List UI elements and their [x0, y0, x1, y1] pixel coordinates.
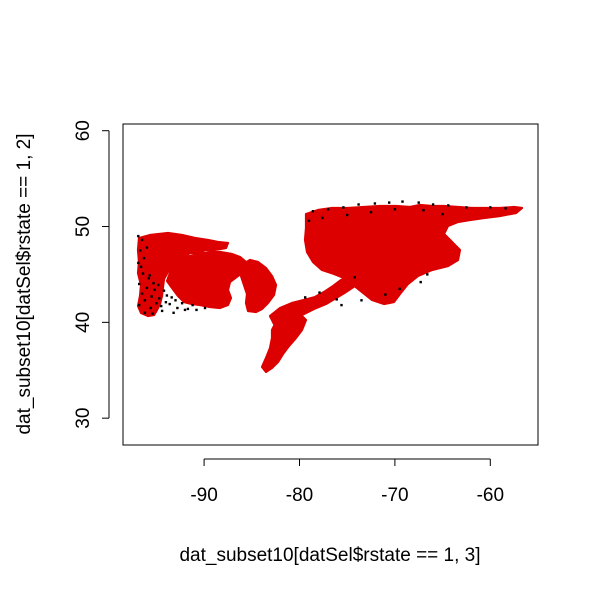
data-point-black — [180, 302, 184, 305]
data-point-black — [150, 295, 153, 298]
data-point-black — [145, 246, 149, 249]
data-point-black — [393, 208, 397, 211]
data-point-black — [145, 286, 149, 290]
data-point-black — [137, 261, 140, 265]
data-point-black — [153, 288, 156, 291]
data-point-black — [346, 213, 349, 217]
plot-frame — [122, 123, 539, 446]
data-point-black — [170, 296, 173, 299]
y-tick-label: 40 — [73, 312, 94, 333]
data-point-black — [195, 308, 198, 312]
x-tick-label: -60 — [477, 485, 504, 506]
data-point-black — [164, 301, 168, 304]
black-point-series — [137, 200, 507, 315]
data-point-black — [489, 206, 492, 209]
data-point-black — [318, 291, 321, 294]
data-point-black — [139, 265, 143, 268]
data-point-black — [357, 203, 360, 206]
data-point-black — [141, 272, 145, 275]
data-point-black — [158, 297, 161, 300]
data-point-black — [142, 256, 146, 260]
data-point-black — [311, 210, 315, 213]
data-point-black — [140, 292, 144, 295]
x-axis: -90 -80 -70 -60 — [190, 458, 504, 506]
data-point-black — [321, 216, 324, 220]
data-point-black — [149, 306, 152, 310]
data-point-black — [203, 306, 207, 310]
x-tick-label: -80 — [286, 485, 313, 506]
data-point-black — [143, 299, 147, 302]
red-region-west-lower — [165, 250, 248, 310]
x-tick-label: -90 — [190, 485, 217, 506]
data-point-black — [373, 202, 377, 205]
data-points-layer — [136, 200, 524, 374]
data-point-black — [151, 312, 154, 315]
data-point-black — [186, 307, 190, 311]
data-point-black — [139, 249, 142, 252]
y-axis: 30 40 50 60 — [73, 120, 110, 429]
data-point-black — [398, 287, 401, 290]
data-point-black — [191, 303, 194, 307]
y-tick-label: 50 — [73, 216, 94, 237]
data-point-black — [147, 277, 150, 280]
data-point-black — [148, 274, 151, 277]
data-point-black — [304, 296, 307, 299]
data-point-black — [342, 206, 345, 209]
red-region-northeast-mass — [303, 203, 524, 306]
data-point-black — [174, 299, 177, 302]
x-axis-title: dat_subset10[datSel$rstate == 1, 3] — [179, 545, 480, 566]
data-point-black — [431, 203, 435, 206]
red-region-west-upper — [136, 231, 230, 318]
data-point-black — [152, 281, 155, 285]
data-point-black — [447, 204, 450, 207]
data-point-black — [138, 303, 141, 307]
y-axis-title: dat_subset10[datSel$rstate == 1, 2] — [14, 133, 35, 434]
data-point-black — [360, 299, 363, 302]
data-point-black — [162, 289, 166, 292]
red-region-southern-tail — [260, 312, 308, 374]
data-point-black — [419, 280, 422, 284]
x-tick-label: -70 — [381, 485, 408, 506]
data-point-black — [155, 302, 158, 305]
data-point-black — [160, 309, 164, 313]
red-point-cloud — [136, 203, 524, 374]
data-point-black — [504, 207, 507, 210]
data-point-black — [143, 311, 147, 314]
y-tick-label: 30 — [73, 408, 94, 429]
data-point-black — [138, 282, 141, 286]
data-point-black — [441, 212, 444, 216]
data-point-black — [183, 308, 187, 312]
data-point-black — [465, 206, 468, 209]
y-tick-label: 60 — [73, 120, 94, 141]
data-point-black — [426, 273, 429, 276]
red-region-central-band — [268, 274, 360, 326]
data-point-black — [353, 276, 356, 279]
data-point-black — [137, 234, 140, 238]
red-region-east-lobe — [417, 232, 460, 264]
data-point-black — [168, 302, 171, 306]
data-point-black — [417, 201, 420, 204]
data-point-black — [165, 294, 169, 297]
data-point-black — [176, 306, 179, 310]
data-point-black — [326, 208, 330, 211]
data-point-black — [384, 293, 387, 296]
data-point-black — [335, 298, 338, 301]
data-point-black — [340, 303, 343, 307]
data-point-black — [369, 211, 373, 214]
data-point-black — [401, 200, 404, 203]
data-point-black — [140, 238, 144, 242]
data-point-black — [307, 219, 311, 222]
data-point-black — [422, 209, 425, 212]
data-point-black — [388, 201, 391, 204]
data-point-black — [172, 311, 175, 314]
data-point-black — [160, 304, 163, 308]
red-region-michigan — [238, 258, 278, 314]
data-point-black — [157, 283, 160, 287]
